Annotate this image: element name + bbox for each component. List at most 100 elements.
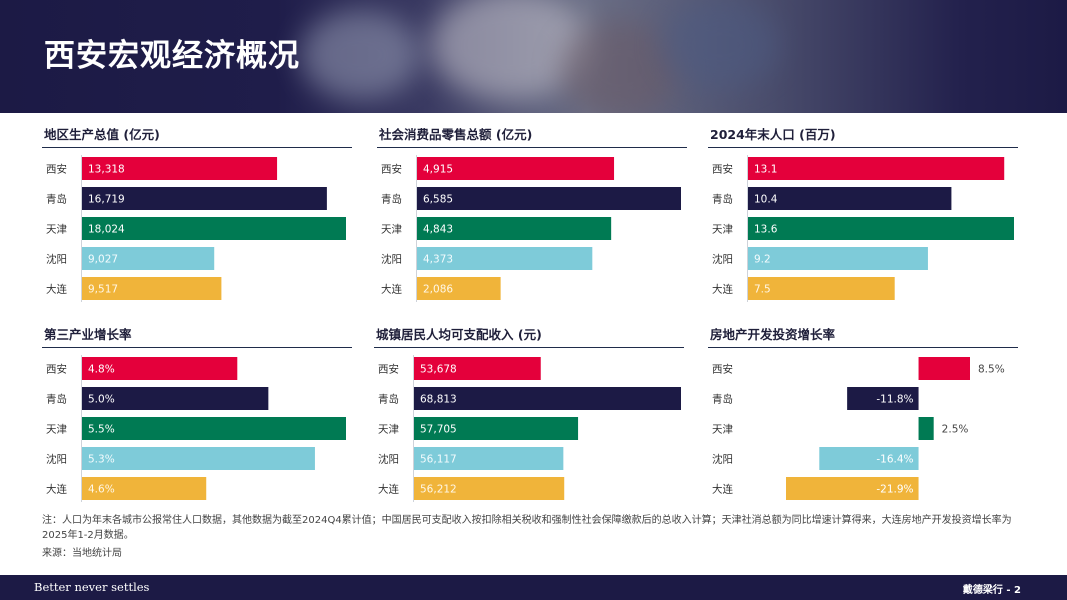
data-label: 2.5%: [942, 424, 969, 436]
bar: [417, 247, 593, 270]
divider: [374, 347, 684, 348]
footer-bar: Better never settles 戴德梁行 - 2: [0, 575, 1067, 600]
banner-photo-blur: [560, 20, 680, 113]
data-label: 57,705: [420, 424, 457, 436]
category-label: 大连: [712, 283, 733, 296]
bar: [82, 157, 278, 180]
divider: [42, 347, 352, 348]
data-label: 4.8%: [88, 364, 115, 376]
data-label: 13,318: [88, 164, 125, 176]
category-label: 青岛: [46, 193, 67, 206]
page-number: 戴德梁行 - 2: [962, 585, 1021, 596]
category-label: 沈阳: [381, 253, 402, 266]
bar: [82, 357, 238, 380]
category-label: 青岛: [712, 393, 733, 406]
chart-title: 房地产开发投资增长率: [710, 327, 836, 342]
chart-panel-tertiary: 第三产业增长率 西安 青岛 天津 沈阳 大连 4.8% 5.0% 5.5% 5.3% 4.6%: [42, 325, 352, 508]
category-label: 沈阳: [378, 453, 399, 466]
category-label: 沈阳: [712, 453, 733, 466]
category-label: 天津: [712, 224, 733, 236]
category-label: 青岛: [712, 193, 733, 206]
bar: [414, 387, 681, 410]
data-label: 53,678: [420, 364, 457, 376]
bar: [417, 217, 612, 240]
bar: [414, 447, 564, 470]
chart-title: 地区生产总值 (亿元): [44, 127, 160, 142]
category-label: 西安: [712, 163, 733, 176]
category-label: 西安: [381, 163, 402, 176]
category-label: 大连: [378, 483, 399, 496]
data-label: 56,117: [420, 454, 457, 466]
data-label: 9,027: [88, 254, 118, 266]
divider: [42, 147, 352, 148]
bar: [82, 417, 346, 440]
category-label: 天津: [712, 424, 733, 436]
data-label: 18,024: [88, 224, 125, 236]
data-label: 4.6%: [88, 484, 115, 496]
category-label: 大连: [381, 283, 402, 296]
bar: [82, 277, 222, 300]
bar: [748, 247, 928, 270]
data-label: 5.5%: [88, 424, 115, 436]
banner-photo-blur: [660, 0, 780, 90]
category-label: 天津: [46, 224, 67, 236]
bar: [82, 217, 346, 240]
chart-panel-retail: 社会消费品零售总额 (亿元) 西安 青岛 天津 沈阳 大连 4,915 6,585 4,843…: [377, 125, 687, 308]
data-label: 8.5%: [978, 364, 1005, 376]
data-label: 10.4: [754, 194, 778, 206]
bar: [414, 357, 541, 380]
data-label: -16.4%: [876, 454, 913, 466]
data-label: 13.6: [754, 224, 778, 236]
data-label: 4,915: [423, 164, 453, 176]
bar: [748, 187, 952, 210]
category-label: 青岛: [381, 193, 402, 206]
data-label: 56,212: [420, 484, 457, 496]
data-label: 2,086: [423, 284, 453, 296]
bar: [417, 157, 615, 180]
chart-title: 第三产业增长率: [44, 327, 132, 342]
bar: [82, 247, 215, 270]
bar: [748, 157, 1005, 180]
category-label: 西安: [46, 363, 67, 376]
data-label: -11.8%: [876, 394, 913, 406]
bar: [819, 447, 919, 470]
divider: [708, 347, 1018, 348]
bar: [847, 387, 919, 410]
category-label: 西安: [378, 363, 399, 376]
chart-panel-gdp: 地区生产总值 (亿元) 西安青岛天津沈阳大连 13,318 16,719 18,024…: [42, 125, 352, 308]
category-label: 大连: [46, 283, 67, 296]
bar: [786, 477, 919, 500]
data-label: 4,373: [423, 254, 453, 266]
category-label: 西安: [46, 163, 67, 176]
category-label: 天津: [46, 424, 67, 436]
banner-photo-blur: [300, 10, 420, 100]
data-label: -21.9%: [876, 484, 913, 496]
data-label: 16,719: [88, 194, 125, 206]
category-label: 大连: [712, 483, 733, 496]
data-label: 4,843: [423, 224, 453, 236]
source-note: 来源：当地统计局: [42, 548, 122, 559]
bar: [82, 187, 327, 210]
category-label: 西安: [712, 363, 733, 376]
category-label: 天津: [378, 424, 399, 436]
divider: [708, 147, 1018, 148]
bar: [918, 417, 934, 440]
data-label: 13.1: [754, 164, 777, 176]
bar: [748, 217, 1014, 240]
bar: [748, 277, 895, 300]
bar: [417, 187, 681, 210]
footnote: 注：人口为年末各城市公报常住人口数据，其他数据为截至2024Q4累计值；中国居民…: [42, 515, 1012, 541]
data-label: 7.5: [754, 284, 771, 296]
category-label: 沈阳: [46, 253, 67, 266]
chart-title: 城镇居民人均可支配收入 (元): [376, 327, 542, 342]
page-title: 西安宏观经济概况: [44, 38, 300, 74]
data-label: 5.3%: [88, 454, 115, 466]
divider: [377, 147, 687, 148]
data-label: 9.2: [754, 254, 771, 266]
